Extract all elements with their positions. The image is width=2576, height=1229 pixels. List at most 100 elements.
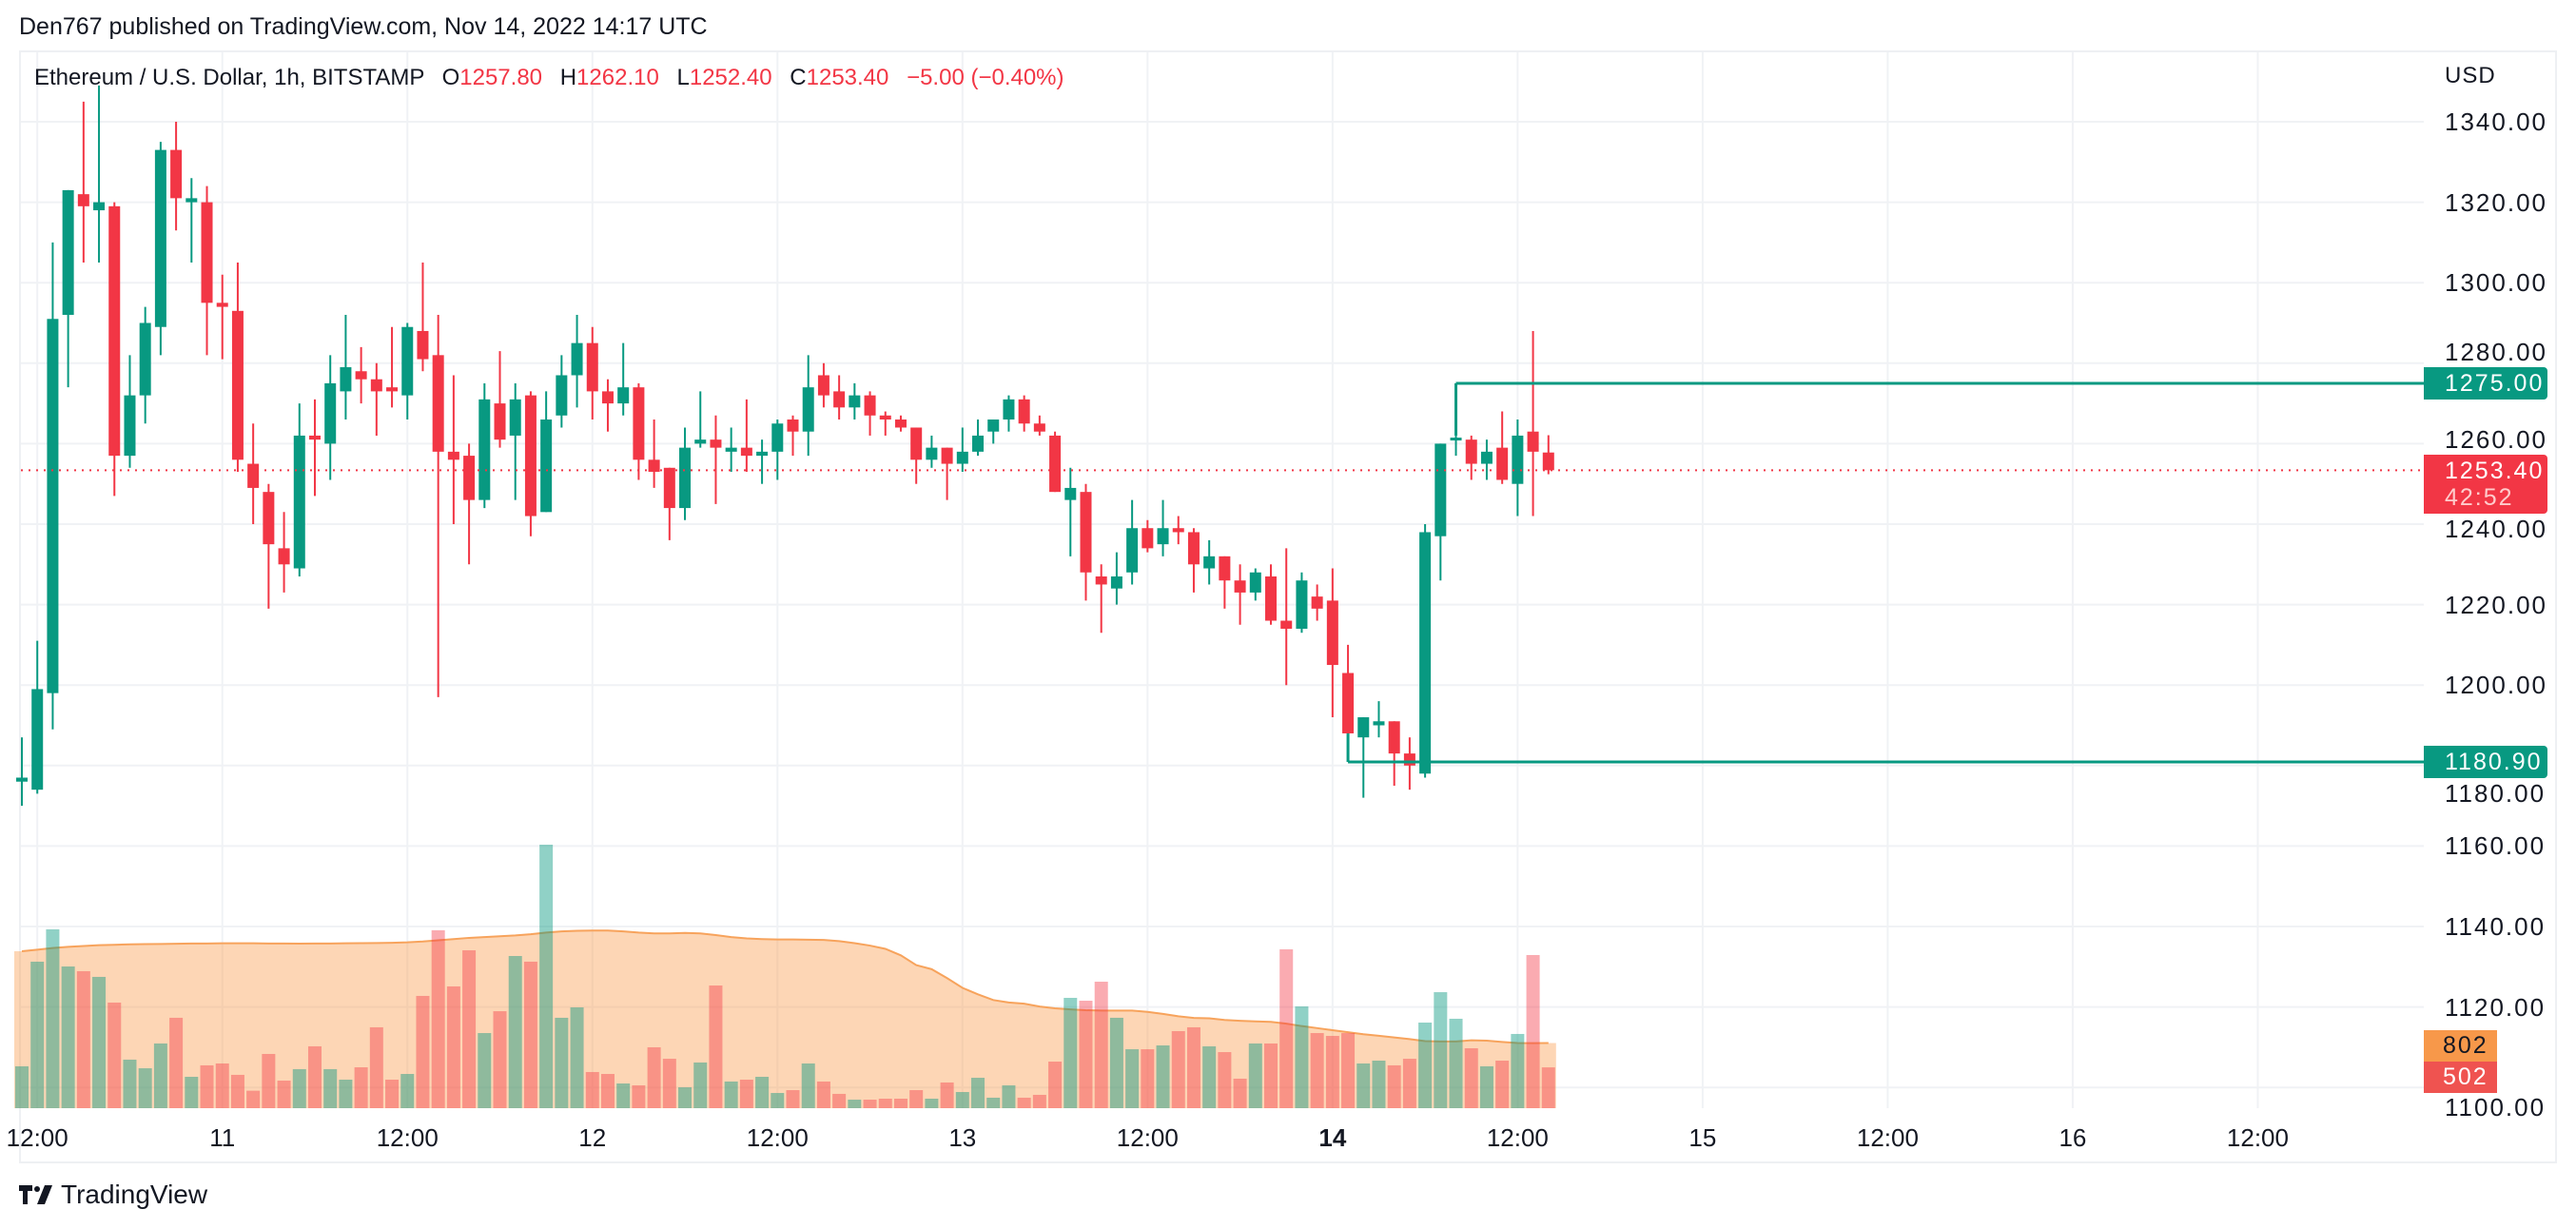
volume-pane <box>14 844 1556 1108</box>
volume-bar <box>1002 1084 1016 1108</box>
volume-bar <box>647 1046 661 1108</box>
volume-bar <box>1495 1061 1510 1108</box>
candle-body <box>524 395 537 517</box>
volume-bar <box>153 1043 167 1108</box>
candle <box>556 355 568 428</box>
candle <box>324 355 337 480</box>
candle-body <box>740 447 752 457</box>
candle <box>386 326 399 408</box>
candle <box>1434 443 1447 581</box>
candle <box>1480 439 1493 480</box>
candle <box>1326 568 1338 718</box>
candle-body <box>108 205 121 457</box>
time-tick-label: 12:00 <box>1486 1123 1549 1152</box>
currency-label: USD <box>2445 63 2496 88</box>
volume-bar <box>709 985 723 1108</box>
volume-bar <box>1418 1023 1433 1108</box>
candle <box>1296 572 1308 634</box>
candle <box>1234 564 1246 625</box>
volume-bar <box>46 928 60 1108</box>
tradingview-logo[interactable]: TradingView <box>19 1180 207 1210</box>
volume-bar <box>739 1080 753 1108</box>
candle-body <box>463 456 476 500</box>
volume-bar <box>277 1081 291 1108</box>
price-tick-label: 1340.00 <box>2445 107 2547 136</box>
candle-body <box>601 391 614 404</box>
volume-bar <box>339 1080 353 1108</box>
volume-bar <box>262 1053 276 1108</box>
time-tick-label: 15 <box>1688 1123 1717 1152</box>
time-tick-label: 13 <box>948 1123 977 1152</box>
candle-body <box>1480 451 1493 464</box>
candle <box>648 419 660 488</box>
candle <box>941 447 953 500</box>
candle <box>1080 483 1092 601</box>
candle-body <box>556 375 568 416</box>
candle-body <box>725 447 737 452</box>
volume-ma-line <box>21 929 1549 1044</box>
candle-body <box>910 427 923 460</box>
volume-bar <box>539 844 554 1108</box>
volume-bar <box>693 1062 708 1108</box>
candle <box>509 382 521 500</box>
candle <box>1512 419 1524 517</box>
volume-bar <box>431 929 445 1108</box>
time-tick-label: 12:00 <box>6 1123 68 1152</box>
volume-bar <box>1464 1048 1478 1108</box>
candle <box>231 263 244 473</box>
candle <box>1357 717 1370 798</box>
volume-bar <box>848 1100 862 1108</box>
volume-bar <box>678 1087 693 1108</box>
volume-bar <box>1048 1062 1063 1108</box>
candle <box>601 379 614 432</box>
volume-bar <box>1434 992 1448 1108</box>
candle <box>77 101 89 263</box>
candle-body <box>1049 435 1062 493</box>
candle-body <box>787 419 799 432</box>
candle <box>771 419 784 480</box>
volume-bar <box>30 961 45 1108</box>
candle <box>1095 564 1107 634</box>
candle-body <box>1249 572 1261 593</box>
candle <box>447 375 459 524</box>
volume-bar <box>832 1093 847 1108</box>
tradingview-logo-icon <box>19 1185 52 1204</box>
candle-body <box>1187 532 1200 565</box>
chart-frame[interactable] <box>19 50 2557 1163</box>
candle-body <box>1234 580 1246 593</box>
candle <box>355 346 367 404</box>
candle-body <box>93 202 106 211</box>
high-value: 1262.10 <box>576 65 659 90</box>
candle-body <box>417 330 429 360</box>
candle <box>1110 552 1122 605</box>
candle-body <box>1434 443 1447 536</box>
candle-body <box>201 202 213 303</box>
candle <box>494 351 506 448</box>
price-tick-label: 1200.00 <box>2445 671 2547 700</box>
candle <box>1527 330 1539 517</box>
volume-bar <box>1511 1033 1525 1108</box>
candle-body <box>926 447 938 460</box>
time-tick-label: 12:00 <box>1856 1123 1919 1152</box>
candle-body <box>879 415 891 420</box>
candle-body <box>586 342 598 392</box>
candle <box>16 737 28 807</box>
price-tick-label: 1220.00 <box>2445 590 2547 619</box>
candle <box>524 391 537 536</box>
volume-bar <box>878 1099 892 1108</box>
volume-bar <box>1064 998 1078 1108</box>
volume-bar <box>416 995 430 1108</box>
candle <box>108 202 121 497</box>
candle <box>1419 524 1432 778</box>
candle <box>478 382 491 509</box>
price-tick-label: 1240.00 <box>2445 515 2547 544</box>
price-tick-label: 1320.00 <box>2445 187 2547 217</box>
volume-bar <box>1372 1061 1386 1108</box>
volume-bar <box>925 1099 939 1108</box>
candle <box>1265 564 1278 625</box>
price-tick-label: 1280.00 <box>2445 337 2547 366</box>
candle-body <box>308 435 321 440</box>
candle <box>263 483 275 609</box>
volume-bar <box>1248 1043 1262 1108</box>
